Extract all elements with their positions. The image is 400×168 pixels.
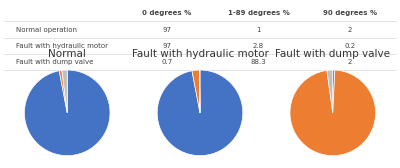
Wedge shape: [192, 70, 200, 113]
Title: Fault with hydraulic motor: Fault with hydraulic motor: [132, 49, 268, 58]
Wedge shape: [59, 70, 67, 113]
Wedge shape: [62, 70, 67, 113]
Wedge shape: [327, 70, 333, 113]
Title: Fault with dump valve: Fault with dump valve: [275, 49, 390, 58]
Wedge shape: [24, 70, 110, 156]
Wedge shape: [290, 70, 376, 156]
Wedge shape: [333, 70, 335, 113]
Title: Normal: Normal: [48, 49, 86, 58]
Wedge shape: [157, 70, 243, 156]
